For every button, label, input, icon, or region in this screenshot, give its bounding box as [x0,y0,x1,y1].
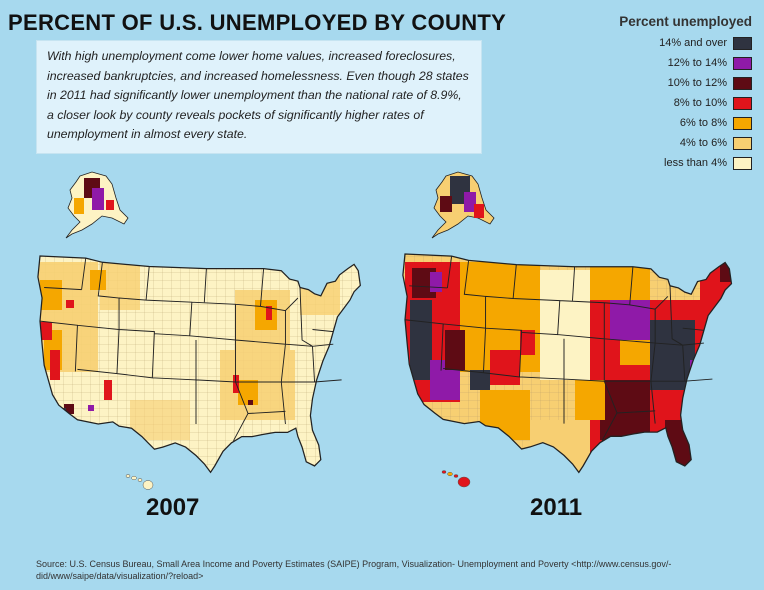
legend-swatch [733,76,752,90]
region-mountain [100,260,140,310]
legend-swatch [733,136,752,150]
region-az-dark [470,370,490,390]
legend-label: 10% to 12% [667,77,727,89]
alaska-purple [92,188,104,210]
region-texas [130,400,190,440]
region-red-cv [50,350,60,380]
region-red-az [104,380,112,400]
legend-item: 12% to 14% [576,53,752,73]
region-appalachia [650,320,695,390]
region-plains [540,270,590,380]
alaska-dark [440,196,452,212]
region-carolina [690,360,720,420]
source-note: Source: U.S. Census Bureau, Small Area I… [36,559,672,581]
legend-swatch [733,36,752,50]
legend-label: 8% to 10% [673,97,727,109]
legend-swatch [733,56,752,70]
region-idaho [90,270,106,290]
region-oregon [40,280,62,310]
legend-item: 8% to 10% [576,93,752,113]
region-dot [248,400,253,405]
alaska-red [474,204,484,218]
region-maine [720,262,732,282]
legend-item: 10% to 12% [576,73,752,93]
region-red-or [66,300,74,308]
alaska-2011 [431,171,495,239]
legend-item: 14% and over [576,33,752,53]
legend-swatch [733,96,752,110]
hawaii-island [125,474,131,478]
intro-text: With high unemployment come lower home v… [47,49,469,141]
region-az-red [490,350,520,385]
hawaii-island [142,480,154,490]
legend-item: less than 4% [576,153,752,173]
map-2011 [402,171,733,488]
hawaii-island [453,474,459,478]
legend-label: 6% to 8% [679,117,727,129]
region-mi-purple [610,300,650,340]
hawaii-island [131,475,137,481]
legend-item: 4% to 6% [576,133,752,153]
map-2007 [37,171,361,490]
region-or-purple [430,272,442,292]
region-il-orange [620,340,650,365]
region-red-mi [266,306,272,320]
legend-title: Percent unemployed [619,14,752,29]
region-texas [530,420,590,470]
region-mississippi [238,380,258,405]
region-nv-dark [445,330,465,370]
hawaii-2011 [441,470,471,488]
alaska-shape [431,171,495,239]
region-red-ca [40,322,52,340]
alaska-2007 [65,171,129,239]
region-northeast [300,270,340,315]
intro-box: With high unemployment come lower home v… [36,40,482,154]
region-ca-14plus [410,300,432,380]
region-ok-orange [575,380,605,420]
alaska-orange [74,198,84,214]
alaska-purple [464,192,476,212]
hawaii-island [457,476,471,488]
region-imperial [64,404,74,414]
hawaii-island [441,470,447,474]
hawaii-island [137,478,143,482]
legend-item: 6% to 8% [576,113,752,133]
legend-label: 4% to 6% [679,137,727,149]
legend-swatch [733,156,752,170]
hawaii-island [447,471,453,477]
region-upper-mw [590,265,650,305]
region-14plus [58,408,66,414]
legend-label: less than 4% [664,157,727,169]
legend: Percent unemployed 14% and over 12% to 1… [576,14,752,173]
legend-label: 12% to 14% [667,57,727,69]
alaska-red [106,200,114,210]
year-label-2011: 2011 [530,494,583,521]
legend-label: 14% and over [659,37,727,49]
year-label-2007: 2007 [146,494,200,521]
region-co-red [520,330,535,355]
legend-swatch [733,116,752,130]
page-title: PERCENT OF U.S. UNEMPLOYED BY COUNTY [8,10,507,35]
region-purple [88,405,94,411]
hawaii-2007 [125,474,154,490]
